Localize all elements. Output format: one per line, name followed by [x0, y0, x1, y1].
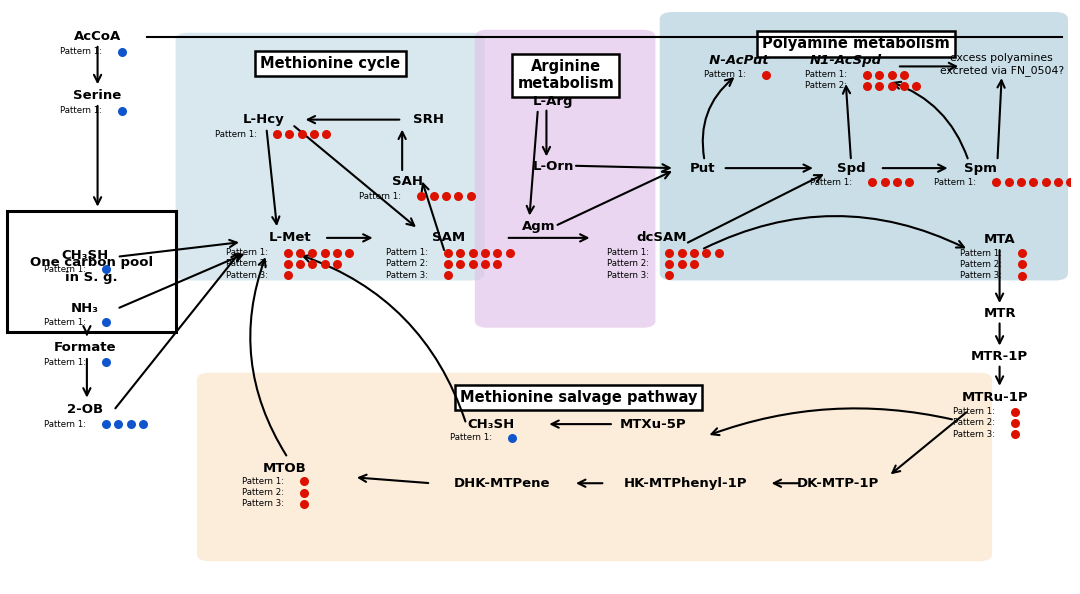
Text: DK-MTP-1P: DK-MTP-1P: [797, 477, 879, 489]
Text: MTXu-5P: MTXu-5P: [620, 418, 687, 431]
Text: 2-OB: 2-OB: [67, 403, 103, 416]
Text: Pattern 1:: Pattern 1:: [960, 249, 1002, 258]
Text: CH₃SH: CH₃SH: [468, 418, 514, 431]
Text: Pattern 1:: Pattern 1:: [44, 318, 86, 327]
Text: Pattern 1:: Pattern 1:: [44, 358, 86, 366]
Text: SAM: SAM: [432, 232, 464, 244]
Text: Pattern 1:: Pattern 1:: [805, 70, 847, 79]
Text: Pattern 3:: Pattern 3:: [387, 271, 429, 280]
Text: Put: Put: [690, 162, 715, 175]
Text: Spm: Spm: [964, 162, 997, 175]
Text: Pattern 2:: Pattern 2:: [242, 488, 284, 497]
Text: Pattern 1:: Pattern 1:: [450, 433, 492, 442]
Text: SAH: SAH: [392, 175, 423, 188]
Text: Pattern 1:: Pattern 1:: [60, 47, 103, 56]
Text: N1-AcSpd: N1-AcSpd: [810, 54, 881, 67]
Text: Methionine salvage pathway: Methionine salvage pathway: [460, 390, 698, 405]
Text: Pattern 1:: Pattern 1:: [703, 70, 745, 79]
Text: L-Hcy: L-Hcy: [242, 113, 284, 126]
Text: Pattern 1:: Pattern 1:: [44, 419, 86, 429]
Text: Pattern 1:: Pattern 1:: [215, 130, 257, 139]
Text: dcSAM: dcSAM: [636, 232, 687, 244]
Text: MTRu-1P: MTRu-1P: [962, 391, 1028, 404]
Text: Pattern 1:: Pattern 1:: [387, 248, 429, 257]
Text: Pattern 2:: Pattern 2:: [805, 81, 847, 90]
FancyBboxPatch shape: [660, 12, 1068, 280]
Text: Serine: Serine: [73, 90, 122, 103]
Text: Pattern 1:: Pattern 1:: [360, 192, 402, 201]
Text: L-Arg: L-Arg: [532, 96, 573, 108]
Text: AcCoA: AcCoA: [73, 30, 121, 43]
Text: Pattern 3:: Pattern 3:: [242, 500, 284, 508]
Text: MTOB: MTOB: [262, 462, 307, 475]
Text: Pattern 1:: Pattern 1:: [934, 178, 976, 187]
Text: Pattern 2:: Pattern 2:: [387, 260, 429, 268]
Text: L-Met: L-Met: [269, 232, 311, 244]
Text: Formate: Formate: [54, 341, 116, 354]
Text: N-AcPut: N-AcPut: [704, 54, 769, 67]
Text: excess polyamines
excreted via FN_0504?: excess polyamines excreted via FN_0504?: [940, 53, 1064, 76]
Text: Polyamine metabolism: Polyamine metabolism: [762, 36, 950, 52]
Text: Pattern 2:: Pattern 2:: [960, 260, 1002, 269]
Text: HK-MTPhenyl-1P: HK-MTPhenyl-1P: [623, 477, 747, 489]
Text: Pattern 1:: Pattern 1:: [810, 178, 852, 187]
Text: MTR-1P: MTR-1P: [971, 350, 1028, 362]
Text: Pattern 1:: Pattern 1:: [60, 106, 103, 115]
FancyBboxPatch shape: [475, 30, 656, 328]
Text: Agm: Agm: [522, 220, 555, 233]
Text: MTR: MTR: [983, 307, 1016, 320]
FancyBboxPatch shape: [6, 211, 176, 333]
Text: NH₃: NH₃: [71, 302, 98, 315]
Text: Methionine cycle: Methionine cycle: [260, 56, 401, 71]
Text: CH₃SH: CH₃SH: [62, 249, 108, 262]
Text: Arginine
metabolism: Arginine metabolism: [517, 59, 615, 91]
Text: SRH: SRH: [414, 113, 444, 126]
Text: MTA: MTA: [984, 233, 1015, 245]
Text: Pattern 2:: Pattern 2:: [953, 418, 995, 428]
Text: Pattern 1:: Pattern 1:: [44, 265, 86, 274]
Text: Pattern 1:: Pattern 1:: [242, 477, 284, 486]
Text: One carbon pool
in S. g.: One carbon pool in S. g.: [29, 257, 152, 285]
FancyBboxPatch shape: [176, 33, 485, 280]
Text: Pattern 1:: Pattern 1:: [607, 248, 649, 257]
Text: Pattern 1:: Pattern 1:: [953, 407, 995, 416]
Text: Pattern 3:: Pattern 3:: [953, 429, 995, 438]
Text: Pattern 2:: Pattern 2:: [226, 260, 268, 268]
Text: L-Orn: L-Orn: [532, 160, 573, 173]
Text: Pattern 2:: Pattern 2:: [607, 260, 649, 268]
Text: Pattern 3:: Pattern 3:: [607, 271, 649, 280]
Text: Spd: Spd: [837, 162, 865, 175]
Text: Pattern 3:: Pattern 3:: [226, 271, 268, 280]
Text: Pattern 3:: Pattern 3:: [960, 271, 1002, 280]
Text: Pattern 1:: Pattern 1:: [226, 248, 268, 257]
Text: DHK-MTPene: DHK-MTPene: [454, 477, 550, 489]
FancyBboxPatch shape: [197, 372, 993, 561]
